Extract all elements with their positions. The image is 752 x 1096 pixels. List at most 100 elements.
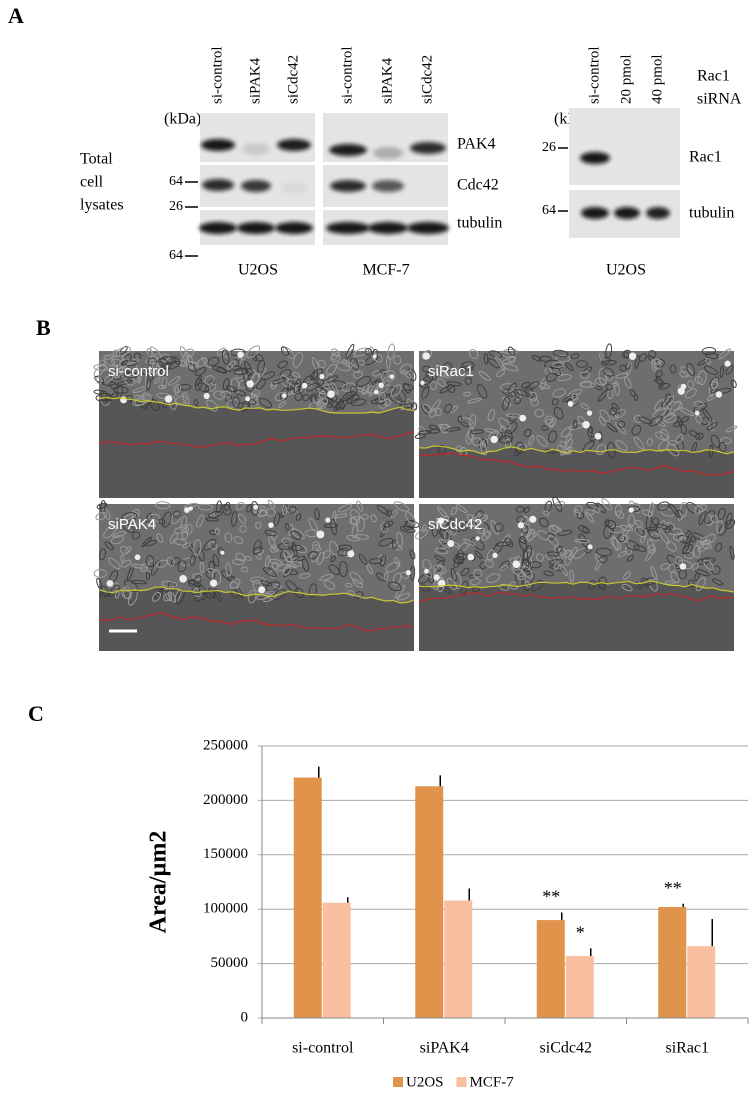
cell xyxy=(125,546,132,554)
cell xyxy=(399,363,412,374)
cell xyxy=(666,401,683,411)
cell xyxy=(192,573,203,580)
cell xyxy=(199,561,205,574)
cell xyxy=(399,525,416,533)
cell xyxy=(213,390,226,400)
cell xyxy=(600,359,617,366)
round-cell xyxy=(164,395,173,403)
cell xyxy=(112,530,127,538)
cell xyxy=(676,439,685,453)
cell xyxy=(221,349,231,358)
cell xyxy=(518,537,528,552)
cell xyxy=(490,520,500,535)
legend-label: U2OS xyxy=(406,1074,444,1090)
cell xyxy=(535,553,544,562)
cell xyxy=(391,539,399,550)
cell xyxy=(185,523,193,535)
round-cell xyxy=(237,351,244,358)
cell xyxy=(155,501,171,510)
cell xyxy=(436,378,446,387)
cell xyxy=(243,360,253,375)
cell xyxy=(317,551,325,565)
cell xyxy=(576,511,585,520)
cell xyxy=(544,415,554,425)
cell xyxy=(123,523,135,533)
cell xyxy=(428,424,439,430)
cell xyxy=(374,397,385,405)
side-label: cell xyxy=(80,174,104,191)
cell xyxy=(112,349,120,358)
cell xyxy=(473,569,483,579)
cell xyxy=(601,498,612,511)
cell xyxy=(606,519,617,530)
cell xyxy=(271,561,279,570)
cell xyxy=(443,530,451,541)
cell xyxy=(350,385,358,396)
cell xyxy=(450,507,458,516)
bar xyxy=(687,946,716,1018)
cell xyxy=(400,571,410,579)
cell xyxy=(673,421,684,428)
cell xyxy=(556,545,563,553)
cell xyxy=(311,356,320,372)
y-tick-label: 150000 xyxy=(203,846,248,862)
cell xyxy=(521,558,530,570)
cell xyxy=(678,407,695,417)
cell xyxy=(364,348,373,356)
cell xyxy=(595,547,613,557)
cell xyxy=(580,402,590,410)
cell xyxy=(499,565,508,571)
cell xyxy=(436,365,445,378)
cell xyxy=(642,526,658,532)
cell xyxy=(221,570,233,580)
cell xyxy=(339,398,345,410)
cell xyxy=(330,555,336,563)
round-cell xyxy=(715,391,723,398)
round-cell xyxy=(184,507,190,513)
cell xyxy=(664,580,675,585)
round-cell xyxy=(245,396,251,402)
cell xyxy=(694,504,707,514)
cell xyxy=(597,581,606,591)
cell xyxy=(271,544,279,552)
cell xyxy=(95,511,108,521)
y-tick-label: 200000 xyxy=(203,792,248,808)
cell xyxy=(543,570,555,577)
cell xyxy=(331,380,347,389)
side-label: Total xyxy=(80,151,113,168)
blot-band xyxy=(275,222,313,234)
cell xyxy=(663,412,676,422)
cell-line-label: MCF-7 xyxy=(362,262,409,279)
cell xyxy=(197,503,214,511)
cell xyxy=(230,588,240,598)
cell xyxy=(418,430,432,435)
round-cell xyxy=(134,554,141,561)
cell xyxy=(93,569,108,578)
cell xyxy=(161,376,168,389)
cell xyxy=(695,577,706,592)
cell xyxy=(651,359,657,372)
lane-label: siPAK4 xyxy=(247,57,263,104)
blot-band xyxy=(410,142,446,154)
cell xyxy=(325,363,337,376)
cell xyxy=(294,587,305,598)
image-label: siRac1 xyxy=(428,363,474,380)
cell xyxy=(633,436,645,450)
cell xyxy=(319,573,334,581)
cell xyxy=(553,501,566,509)
cell xyxy=(131,531,141,540)
cell xyxy=(501,388,517,397)
lane-label: siPAK4 xyxy=(379,57,395,104)
cell xyxy=(388,394,403,406)
cell xyxy=(439,384,454,394)
cell xyxy=(188,354,193,369)
cell xyxy=(634,526,648,538)
cell xyxy=(344,582,353,588)
cell xyxy=(725,512,733,526)
cell xyxy=(507,346,516,356)
cell xyxy=(336,361,351,372)
cell xyxy=(260,371,276,381)
cell xyxy=(534,408,545,418)
bar xyxy=(565,955,594,1018)
cell xyxy=(122,511,138,521)
